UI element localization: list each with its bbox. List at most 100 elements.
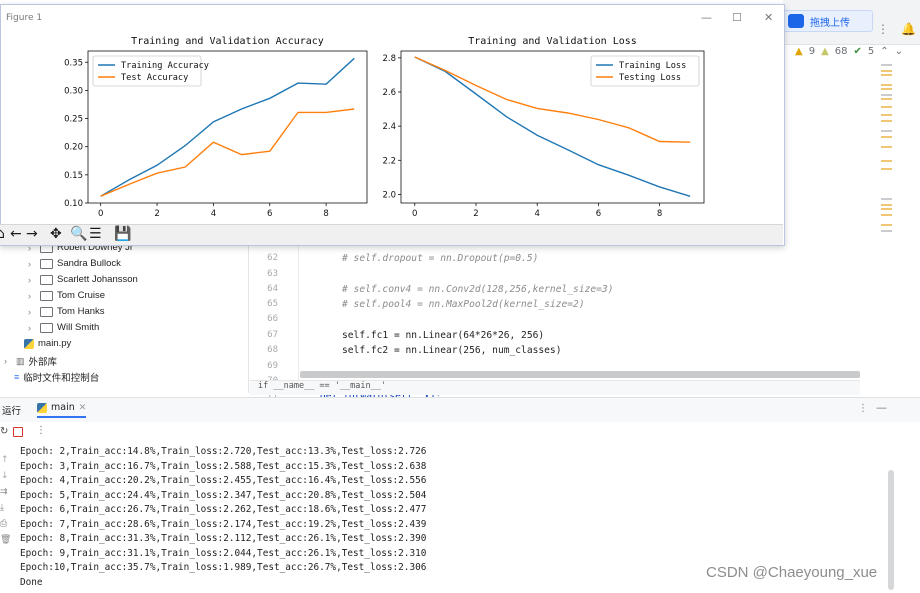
more-options-icon[interactable]: ⋮ [877, 22, 889, 36]
pan-icon[interactable]: ✥ [50, 226, 62, 242]
upload-button[interactable]: 拖拽上传 [783, 10, 873, 32]
console-line: Epoch: 3,Train_acc:16.7%,Train_loss:2.58… [20, 460, 427, 472]
code-line[interactable]: # self.dropout = nn.Dropout(p=0.5) [342, 253, 539, 264]
error-stripe-mark[interactable] [881, 224, 892, 226]
rerun-icon[interactable]: ↻ [0, 426, 9, 437]
chevron-right-icon[interactable]: › [28, 290, 31, 301]
tree-item[interactable]: › Sandra Bullock [28, 258, 121, 269]
trash-icon[interactable]: 🗑 [0, 535, 12, 545]
error-stripe-mark[interactable] [881, 114, 892, 116]
editor-horizontal-scrollbar[interactable] [300, 371, 860, 378]
scroll-to-end-icon[interactable]: ⤓ [0, 503, 4, 513]
error-stripe-mark[interactable] [881, 98, 892, 100]
run-more-icon[interactable]: ⋮ [36, 425, 46, 436]
back-icon[interactable]: ← [10, 226, 22, 242]
chevron-right-icon[interactable]: › [4, 356, 7, 366]
console-scrollbar[interactable] [888, 470, 894, 590]
line-number: 68 [267, 345, 278, 355]
line-number: 62 [267, 253, 278, 263]
figure-window[interactable]: Figure 1 — ☐ ✕ Training and Validation A… [0, 4, 785, 246]
series-line-1 [100, 57, 355, 197]
error-stripe-mark[interactable] [881, 106, 892, 108]
tree-item-label: Tom Hanks [57, 306, 105, 317]
chevron-right-icon[interactable]: › [28, 258, 31, 269]
series-line-1 [414, 56, 691, 197]
error-stripe-mark[interactable] [881, 214, 892, 216]
error-stripe-mark[interactable] [881, 74, 892, 76]
code-line[interactable]: # self.pool4 = nn.MaxPool2d(kernel_size=… [342, 299, 585, 310]
close-window-icon[interactable]: ✕ [764, 11, 774, 24]
tree-item[interactable]: › Scarlett Johansson [28, 274, 138, 285]
figure-canvas: Training and Validation Accuracy 0 2 4 6 8 0.1… [64, 36, 705, 219]
folder-icon [40, 274, 53, 285]
error-stripe-mark[interactable] [881, 130, 892, 132]
code-line[interactable]: # self.conv4 = nn.Conv2d(128,256,kernel_… [342, 284, 614, 295]
arrow-up-icon[interactable]: ↑ [1, 455, 9, 465]
chevron-right-icon[interactable]: › [28, 242, 31, 253]
arrow-down-icon[interactable]: ↓ [1, 471, 9, 481]
tree-item[interactable]: › Tom Hanks [28, 306, 105, 317]
warning-icon: ▲ [795, 46, 803, 57]
y-tick-label: 0.25 [64, 115, 83, 125]
error-stripe-mark[interactable] [881, 168, 892, 170]
breadcrumb[interactable]: if __name__ == '__main__' [258, 381, 386, 391]
error-stripe-mark[interactable] [881, 120, 892, 122]
y-tick-label: 2.8 [382, 54, 396, 64]
chevron-right-icon[interactable]: › [28, 306, 31, 317]
y-tick-label: 0.20 [64, 143, 83, 153]
error-stripe-mark[interactable] [881, 208, 892, 210]
chevron-up-icon[interactable]: ⌃ [880, 46, 889, 57]
print-icon[interactable]: ⎙ [0, 519, 8, 529]
code-line[interactable]: self.fc1 = nn.Linear(64*26*26, 256) [342, 330, 545, 341]
error-stripe-mark[interactable] [881, 84, 892, 86]
error-stripe-mark[interactable] [881, 198, 892, 200]
notification-bell-icon[interactable]: 🔔 [901, 22, 916, 36]
error-stripe-mark[interactable] [881, 64, 892, 66]
configure-icon[interactable]: ☰ [89, 226, 102, 242]
error-stripe-mark[interactable] [881, 204, 892, 206]
chevron-right-icon[interactable]: › [28, 322, 31, 333]
figure-toolbar [0, 224, 783, 245]
tree-item-label: Will Smith [57, 322, 100, 333]
run-tab-main[interactable]: main ✕ [37, 402, 87, 418]
code-line[interactable]: def forward(self, x): [320, 391, 441, 402]
forward-icon[interactable]: → [26, 226, 38, 242]
run-panel-options-icon[interactable]: ⋮ [858, 403, 868, 414]
code-line[interactable]: self.fc2 = nn.Linear(256, num_classes) [342, 345, 562, 356]
error-stripe-mark[interactable] [881, 88, 892, 90]
y-tick-label: 0.35 [64, 58, 83, 68]
stop-icon[interactable] [13, 427, 23, 437]
series-line-2 [414, 56, 691, 143]
inspection-widget[interactable]: ▲ 9 ▲ 68 ✔ 5 ⌃ ⌄ [795, 46, 903, 57]
tree-item[interactable]: › Tom Cruise [28, 290, 105, 301]
tree-item[interactable]: main.py [24, 338, 71, 349]
tree-item[interactable]: ≡ 临时文件和控制台 [4, 370, 99, 384]
line-number: 65 [267, 299, 278, 309]
error-stripe-mark[interactable] [881, 136, 892, 138]
code-editor[interactable]: # self.dropout = nn.Dropout(p=0.5) # self… [250, 233, 920, 402]
save-icon[interactable]: 💾 [114, 226, 132, 242]
y-tick-label: 2.6 [382, 88, 396, 98]
maximize-window-icon[interactable]: ☐ [732, 11, 742, 24]
zoom-icon[interactable]: 🔍 [70, 226, 88, 242]
chevron-right-icon[interactable]: › [28, 274, 31, 285]
error-stripe-mark[interactable] [881, 94, 892, 96]
close-tab-icon[interactable]: ✕ [78, 402, 87, 413]
minimize-panel-icon[interactable]: — [876, 401, 887, 414]
chart-title: Training and Validation Accuracy [131, 36, 324, 47]
tree-item[interactable]: › ▥ 外部库 [4, 354, 57, 369]
minimize-window-icon[interactable]: — [701, 11, 712, 24]
line-number-gutter: 62636465666768697071 [250, 233, 299, 401]
error-stripe-mark[interactable] [881, 146, 892, 148]
console-line: Epoch: 7,Train_acc:28.6%,Train_loss:2.17… [20, 518, 427, 530]
legend-label: Training Loss [619, 61, 686, 71]
error-stripe-mark[interactable] [881, 160, 892, 162]
chart-title: Training and Validation Loss [468, 36, 637, 47]
line-number: 69 [267, 361, 278, 371]
home-icon[interactable]: ⌂ [0, 226, 5, 242]
soft-wrap-icon[interactable]: ⇉ [0, 487, 8, 497]
error-stripe-mark[interactable] [881, 230, 892, 232]
tree-item[interactable]: › Will Smith [28, 322, 99, 333]
error-stripe-mark[interactable] [881, 70, 892, 72]
chevron-down-icon[interactable]: ⌄ [894, 46, 904, 57]
